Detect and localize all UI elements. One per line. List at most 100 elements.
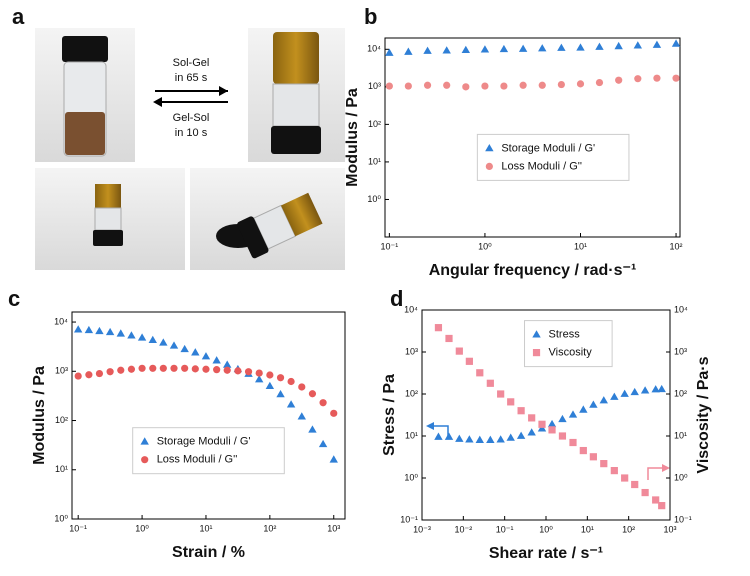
point <box>330 409 338 417</box>
point <box>84 325 94 334</box>
point <box>633 41 643 49</box>
point <box>640 386 650 394</box>
point <box>518 44 528 52</box>
point <box>538 44 547 52</box>
y2-axis-label: Viscosity / Pa·s <box>695 356 712 473</box>
y2-tick-label: 10⁰ <box>674 472 688 482</box>
plot-frame <box>71 311 346 520</box>
point <box>485 144 494 152</box>
point <box>547 419 557 428</box>
point <box>657 384 666 393</box>
axis-arrow <box>647 467 666 480</box>
vial-body <box>94 207 122 231</box>
plot-frame <box>384 37 681 238</box>
vial-body <box>272 83 320 127</box>
x-tick-label: 10² <box>263 523 276 533</box>
point <box>641 488 649 497</box>
y-axis-label: Modulus / Pa <box>344 88 361 187</box>
x-tick-label: 10³ <box>663 524 676 534</box>
x-tick-label: 10⁰ <box>539 524 553 534</box>
point <box>140 437 149 445</box>
point <box>672 74 680 82</box>
point <box>455 347 463 355</box>
vial-cap <box>237 216 269 259</box>
point <box>455 434 464 442</box>
legend-label: Storage Moduli / G' <box>501 142 595 154</box>
point <box>308 425 317 433</box>
point <box>445 334 453 343</box>
y-tick-label: 10⁴ <box>54 316 68 326</box>
y-tick-label: 10⁰ <box>404 472 418 482</box>
x-tick-label: 10⁰ <box>478 241 492 251</box>
legend-label: Storage Moduli / G' <box>157 436 251 448</box>
point <box>558 432 567 440</box>
point <box>85 371 93 379</box>
point <box>528 414 536 422</box>
point <box>532 330 541 338</box>
point <box>599 396 608 404</box>
point <box>527 428 536 436</box>
y2-tick-label: 10² <box>674 388 687 398</box>
vial-cap <box>93 230 123 246</box>
point <box>610 467 618 475</box>
point <box>568 410 578 418</box>
point <box>127 365 136 373</box>
point <box>634 75 642 83</box>
point <box>497 390 505 398</box>
point <box>465 435 474 443</box>
point <box>385 48 394 56</box>
point <box>191 365 199 373</box>
y2-tick-label: 10⁻¹ <box>674 514 692 524</box>
point <box>610 392 619 400</box>
point <box>170 364 178 372</box>
y-tick-label: 10⁰ <box>367 194 381 204</box>
point <box>404 47 413 55</box>
point <box>329 455 338 463</box>
legend-label: Loss Moduli / G'' <box>157 454 238 466</box>
x-tick-label: 10⁻³ <box>413 524 431 534</box>
point <box>423 81 432 89</box>
photos: Sol-Gel in 65 s Gel-Sol in 10 s <box>35 28 345 270</box>
point <box>462 83 470 91</box>
point <box>287 377 295 386</box>
vial-gel <box>95 184 121 208</box>
y-tick-label: 10³ <box>55 366 68 376</box>
y2-tick-label: 10¹ <box>674 430 687 440</box>
legend-label: Loss Moduli / G'' <box>501 160 582 172</box>
x-tick-label: 10² <box>670 241 683 251</box>
x-tick-label: 10⁰ <box>135 523 149 533</box>
point <box>485 162 493 170</box>
point <box>105 327 115 336</box>
y-tick-label: 10⁰ <box>54 513 68 523</box>
point <box>106 368 114 376</box>
point <box>517 407 525 415</box>
point <box>652 40 662 48</box>
point <box>500 82 508 90</box>
point <box>651 385 660 393</box>
y-axis-label: Stress / Pa <box>381 374 398 456</box>
vial-cap <box>62 36 108 62</box>
point <box>557 43 566 51</box>
point <box>532 349 541 357</box>
x-axis-label: Strain / % <box>172 544 245 561</box>
point <box>255 369 263 377</box>
photo-text: Sol-Gel <box>173 57 210 69</box>
point <box>212 356 221 364</box>
point <box>286 400 296 408</box>
y-tick-label: 10³ <box>368 81 381 91</box>
point <box>475 435 484 443</box>
x-tick-label: 10³ <box>327 523 340 533</box>
point <box>589 453 597 461</box>
point <box>595 78 604 87</box>
point <box>579 446 587 455</box>
point <box>181 364 189 372</box>
panel-label: d <box>390 286 403 311</box>
x-tick-label: 10¹ <box>199 523 212 533</box>
vial-tilted <box>237 192 323 259</box>
x-tick-label: 10⁻¹ <box>496 524 514 534</box>
y-axis-label: Modulus / Pa <box>31 366 48 465</box>
legend-box <box>524 320 613 368</box>
point <box>191 348 200 356</box>
point <box>499 44 509 53</box>
point <box>159 364 167 372</box>
